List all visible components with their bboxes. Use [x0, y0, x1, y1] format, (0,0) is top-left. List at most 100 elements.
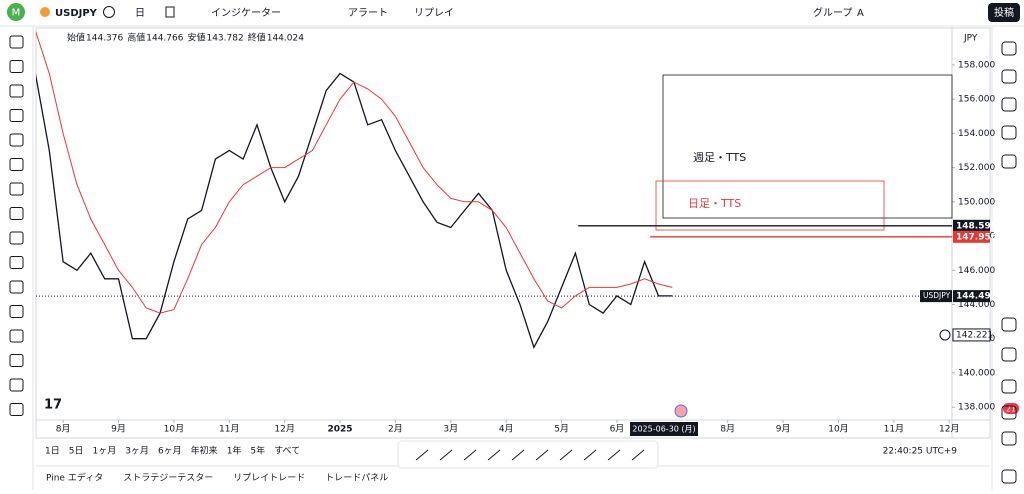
badge: 21	[1006, 405, 1016, 414]
ohlc-label: 始値	[67, 32, 85, 44]
side-icon[interactable]	[1001, 347, 1017, 362]
publish-button[interactable]	[988, 3, 1020, 22]
tool-icon[interactable]	[9, 158, 24, 171]
draw-tool[interactable]	[559, 449, 573, 461]
y-tick-label: 156.000	[958, 95, 995, 105]
tts-box	[662, 74, 953, 219]
x-tick-label: 10月	[164, 424, 184, 435]
tool-icon[interactable]	[9, 35, 24, 49]
y-tick-label: 138.000	[958, 403, 995, 413]
y-tick-label: 146.000	[958, 266, 995, 276]
tool-icon[interactable]	[9, 280, 24, 294]
bottom-tab[interactable]: Pine エディタ	[46, 472, 103, 484]
tool-icon[interactable]	[9, 329, 24, 343]
tool-icon[interactable]	[9, 354, 24, 367]
draw-tool[interactable]	[415, 449, 429, 461]
range-button[interactable]: 5日	[69, 446, 84, 457]
ohlc-value: 144.024	[267, 34, 304, 44]
replay[interactable]: リプレイ	[414, 7, 454, 19]
draw-tool[interactable]	[487, 449, 501, 461]
y-tick-label: 154.000	[958, 129, 995, 139]
tts-box	[655, 180, 885, 231]
side-icon[interactable]	[1001, 379, 1017, 394]
draw-tool[interactable]	[583, 449, 597, 461]
range-button[interactable]: 5年	[250, 445, 265, 457]
symbol[interactable]: USDJPY	[55, 8, 98, 19]
x-tick-label: 10月	[828, 424, 848, 435]
level-value: 148.599	[956, 221, 997, 231]
plus-button[interactable]	[939, 329, 951, 341]
tool-icon[interactable]	[9, 109, 24, 122]
candle-icon[interactable]	[165, 6, 175, 18]
bottom-tab[interactable]: ストラテジーテスター	[123, 473, 213, 484]
x-tick-label: 6月	[610, 424, 625, 435]
x-tick-label: 2月	[388, 424, 403, 435]
avatar[interactable]	[7, 3, 25, 21]
bottom-tab[interactable]: トレードパネル	[325, 473, 388, 484]
draw-tool[interactable]	[631, 449, 645, 461]
tool-icon[interactable]	[9, 133, 24, 147]
draw-tool[interactable]	[463, 449, 477, 461]
symbol-tag	[920, 290, 952, 303]
publish-label: 投稿	[994, 6, 1014, 19]
price-line	[36, 30, 673, 314]
draw-tool[interactable]	[511, 449, 525, 461]
group-letter[interactable]: A	[857, 8, 864, 19]
level-tag	[953, 230, 990, 243]
add-icon[interactable]	[103, 6, 115, 18]
last-price-value: 144.491	[956, 292, 997, 302]
x-tick-label: 4月	[499, 424, 514, 435]
alert[interactable]: アラート	[348, 7, 388, 19]
x-tick-label: 12月	[939, 424, 959, 435]
side-icon[interactable]	[1001, 97, 1017, 112]
tool-icon[interactable]	[9, 60, 24, 73]
side-icon[interactable]	[1001, 41, 1017, 56]
bottom-tab[interactable]: リプレイトレード	[233, 473, 305, 484]
draw-tool[interactable]	[439, 449, 453, 461]
x-tick-label: 11月	[219, 424, 239, 435]
draw-tool[interactable]	[607, 449, 621, 461]
tool-icon[interactable]	[9, 207, 24, 220]
side-icon[interactable]	[1001, 69, 1017, 84]
tool-icon[interactable]	[9, 182, 24, 196]
tool-icon[interactable]	[9, 378, 24, 392]
tool-icon[interactable]	[9, 231, 24, 245]
y-tick-label: 140.000	[958, 368, 995, 378]
y-tick-label: 152.000	[958, 163, 995, 173]
tool-icon[interactable]	[9, 305, 24, 318]
range-button[interactable]: 1日	[45, 446, 60, 457]
symbol-flag	[40, 7, 50, 17]
side-icon[interactable]	[1001, 154, 1017, 169]
x-tick-label: 3月	[443, 424, 458, 435]
ohlc-value: 144.766	[146, 34, 183, 44]
interval[interactable]: 日	[135, 8, 145, 19]
x-tick-label: 8月	[720, 424, 735, 435]
last-price-tag	[953, 290, 990, 303]
tool-icon[interactable]	[9, 256, 24, 269]
tts-label: 日足・TTS	[688, 197, 741, 210]
avatar-letter: M	[12, 8, 21, 19]
side-icon[interactable]	[1001, 431, 1017, 446]
range-button[interactable]: すべて	[274, 446, 300, 457]
side-icon[interactable]	[1001, 405, 1017, 420]
range-button[interactable]: 年初来	[191, 445, 218, 457]
tool-icon[interactable]	[9, 403, 24, 416]
marker-tag	[952, 328, 991, 342]
x-tick-label: 11月	[884, 424, 904, 435]
draw-tool[interactable]	[535, 449, 549, 461]
side-icon[interactable]	[1001, 317, 1017, 332]
y-tick-label: 144.000	[958, 300, 995, 310]
side-icon[interactable]	[1001, 125, 1017, 140]
indicators[interactable]: インジケーター	[211, 7, 281, 19]
range-button[interactable]: 1ヶ月	[92, 446, 116, 457]
clock: 22:40:25 UTC+9	[883, 447, 958, 457]
side-icon[interactable]	[1001, 469, 1017, 484]
range-button[interactable]: 6ヶ月	[158, 446, 182, 457]
range-button[interactable]: 1年	[227, 445, 242, 457]
range-button[interactable]: 3ヶ月	[125, 446, 149, 457]
currency[interactable]: JPY	[963, 34, 978, 44]
tool-icon[interactable]	[9, 84, 24, 98]
group[interactable]: グループ	[813, 6, 852, 19]
crosshair-tag	[630, 422, 699, 436]
